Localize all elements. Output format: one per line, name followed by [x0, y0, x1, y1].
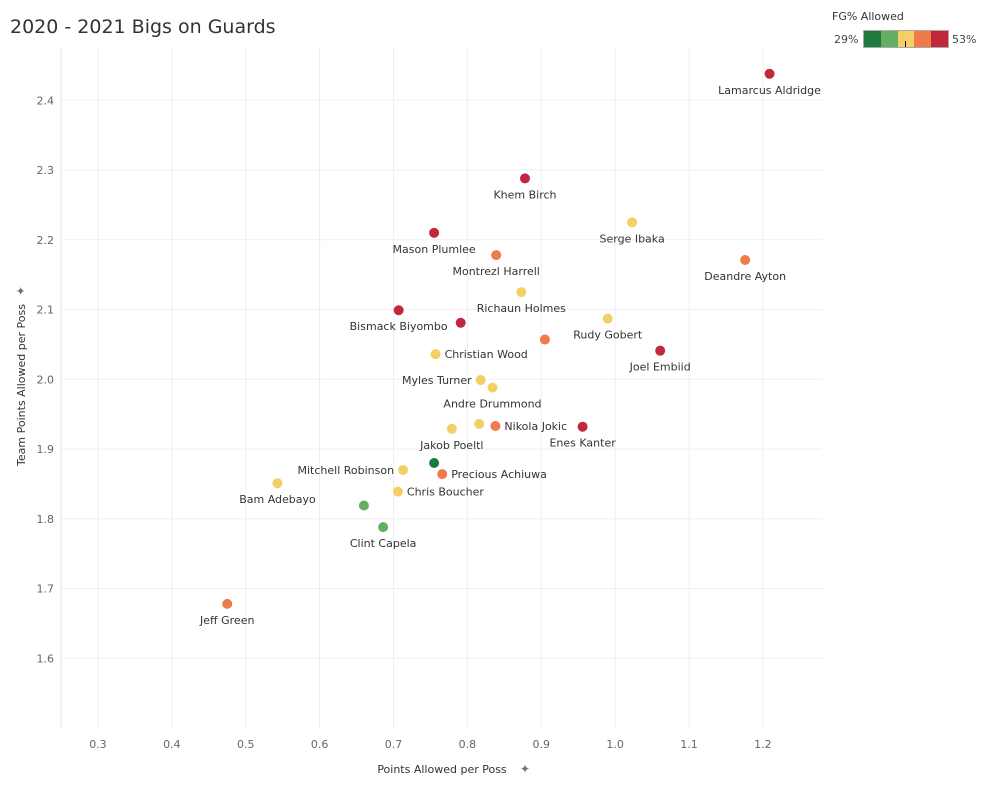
data-point: [516, 287, 527, 298]
x-tick-label: 1.1: [680, 738, 698, 751]
x-tick-label: 0.6: [311, 738, 329, 751]
x-tick-label: 0.3: [89, 738, 107, 751]
y-tick-label: 2.1: [37, 304, 55, 317]
data-point: [446, 423, 457, 434]
point-label: Mason Plumlee: [393, 243, 476, 256]
point-label: Jeff Green: [199, 614, 254, 627]
data-point: [455, 317, 466, 328]
data-point: [430, 349, 441, 360]
data-point: [602, 313, 613, 324]
y-axis-title: Team Points Allowed per Poss: [15, 304, 28, 467]
legend-swatch: [914, 31, 932, 47]
point-label: Lamarcus Aldridge: [718, 84, 821, 97]
point-label: Jakob Poeltl: [419, 439, 483, 452]
point-label: Bam Adebayo: [239, 493, 316, 506]
legend-swatch: [897, 31, 915, 47]
y-tick-label: 1.8: [37, 513, 55, 526]
data-point: [392, 486, 403, 497]
chart-title: 2020 - 2021 Bigs on Guards: [10, 16, 276, 38]
x-tick-label: 0.7: [385, 738, 403, 751]
legend-marker: [905, 41, 906, 47]
point-label: Precious Achiuwa: [451, 468, 547, 481]
y-tick-label: 2.0: [37, 373, 55, 386]
data-point: [474, 418, 485, 429]
data-point: [358, 500, 369, 511]
point-label: Richaun Holmes: [477, 302, 566, 315]
x-tick-label: 0.4: [163, 738, 181, 751]
y-tick-label: 1.7: [37, 583, 55, 596]
pin-icon: ✦: [14, 286, 28, 296]
point-label: Joel Embiid: [629, 361, 691, 374]
y-tick-label: 2.2: [37, 234, 55, 247]
x-tick-label: 1.2: [754, 738, 772, 751]
x-tick-label: 1.0: [606, 738, 624, 751]
data-point: [577, 421, 588, 432]
data-point: [393, 305, 404, 316]
legend-max: 53%: [952, 33, 977, 46]
data-point: [437, 469, 448, 480]
point-label: Khem Birch: [493, 188, 556, 201]
y-tick-label: 1.9: [37, 443, 55, 456]
color-legend[interactable]: [863, 30, 949, 48]
point-label: Andre Drummond: [443, 398, 541, 411]
x-axis-title: Points Allowed per Poss: [377, 763, 507, 776]
data-point: [272, 478, 283, 489]
legend-title: FG% Allowed: [832, 10, 904, 23]
y-tick-label: 2.4: [37, 94, 55, 107]
point-label: Rudy Gobert: [573, 329, 643, 342]
data-point: [487, 382, 498, 393]
data-point: [378, 522, 389, 533]
data-point: [539, 334, 550, 345]
data-point: [491, 250, 502, 261]
data-point: [429, 227, 440, 238]
point-label: Clint Capela: [350, 537, 417, 550]
legend-swatch: [931, 31, 948, 47]
x-tick-label: 0.8: [459, 738, 477, 751]
data-point: [740, 255, 751, 266]
data-point: [490, 421, 501, 432]
point-label: Mitchell Robinson: [298, 464, 395, 477]
point-label: Nikola Jokic: [504, 420, 567, 433]
point-label: Chris Boucher: [407, 486, 484, 499]
legend-swatch: [864, 31, 881, 47]
data-point: [764, 68, 775, 79]
point-label: Christian Wood: [445, 348, 528, 361]
point-label: Enes Kanter: [549, 437, 616, 450]
x-tick-label: 0.5: [237, 738, 255, 751]
data-point: [519, 173, 530, 184]
legend-swatch: [880, 31, 898, 47]
point-label: Deandre Ayton: [704, 270, 786, 283]
point-label: Serge Ibaka: [600, 232, 665, 245]
point-label: Bismack Biyombo: [350, 320, 448, 333]
data-point: [655, 345, 666, 356]
data-point: [398, 464, 409, 475]
pin-icon: ✦: [520, 762, 530, 776]
data-point: [627, 217, 638, 228]
data-point: [475, 374, 486, 385]
y-tick-label: 2.3: [37, 164, 55, 177]
point-label: Montrezl Harrell: [452, 265, 539, 278]
legend-min: 29%: [834, 33, 859, 46]
point-label: Myles Turner: [402, 374, 472, 387]
data-point: [429, 457, 440, 468]
x-tick-label: 0.9: [532, 738, 550, 751]
y-tick-label: 1.6: [37, 652, 55, 665]
data-point: [222, 598, 233, 609]
